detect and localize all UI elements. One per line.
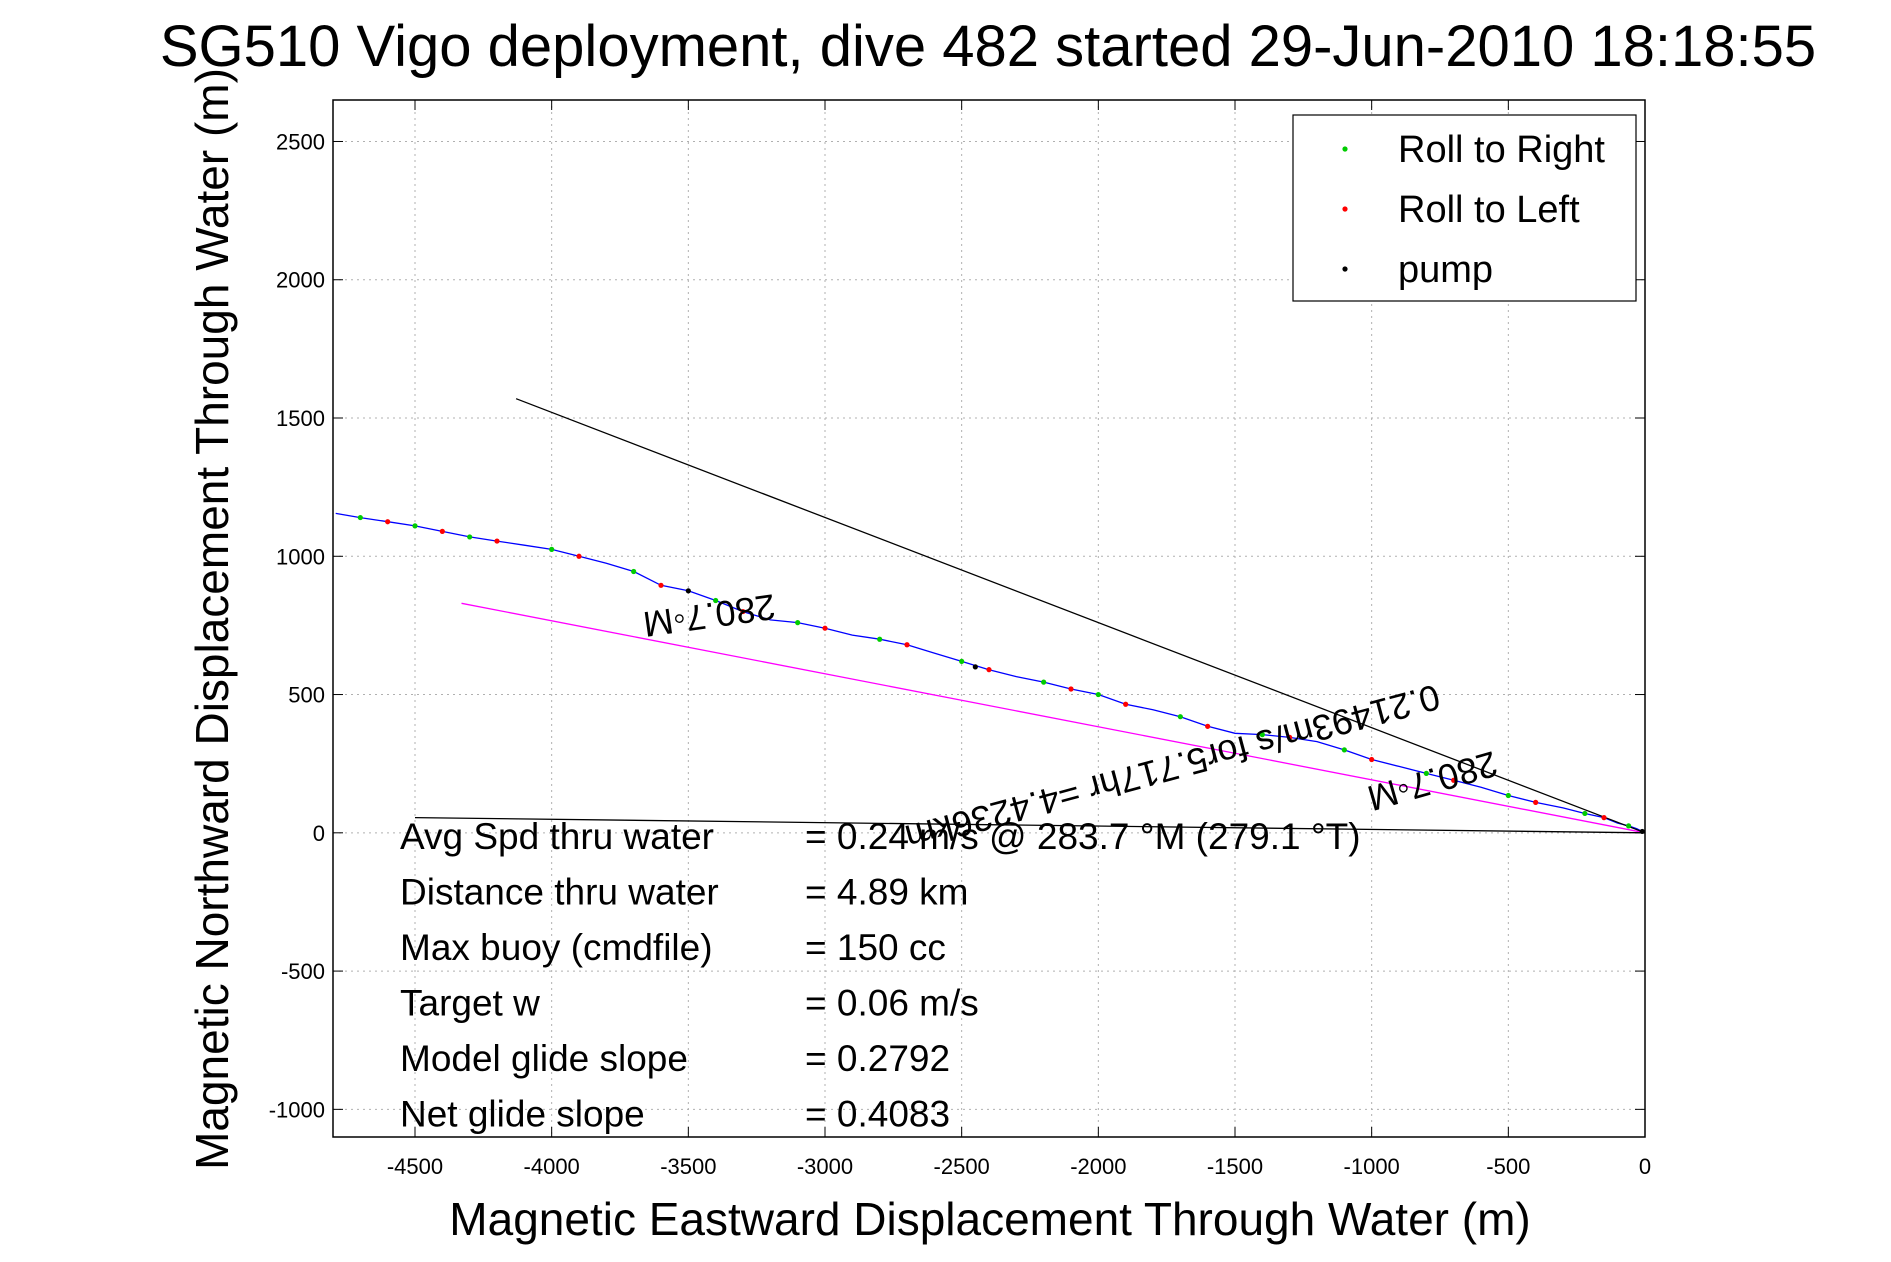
roll-right-marker (713, 597, 719, 604)
roll-left-marker (1601, 815, 1607, 821)
stat-value: = 4.89 km (805, 872, 969, 913)
x-tick-label: -2500 (934, 1154, 990, 1179)
legend-marker (1342, 206, 1348, 212)
roll-left-marker (439, 528, 445, 534)
legend-label: pump (1398, 249, 1493, 291)
markers-layer (357, 514, 1645, 835)
y-tick-label: 500 (288, 683, 325, 708)
roll-right-marker (412, 523, 418, 529)
y-axis-label: Magnetic Northward Displacement Through … (186, 68, 238, 1170)
stat-label: Model glide slope (400, 1038, 688, 1079)
y-tick-label: 0 (313, 821, 325, 846)
x-tick-label: -1000 (1344, 1154, 1400, 1179)
roll-right-marker (1095, 691, 1101, 698)
plot-frame (332, 99, 1646, 1138)
roll-left-marker (385, 519, 391, 525)
series-line-1 (461, 602, 1646, 834)
roll-left-marker (494, 538, 500, 544)
y-tick-labels: -1000 -500 0 500 1000 1500 2000 2500 (269, 129, 325, 1122)
legend-marker (1342, 146, 1348, 152)
roll-right-marker (1259, 732, 1265, 738)
roll-left-marker (1123, 701, 1129, 707)
roll-right-marker (795, 620, 801, 626)
roll-right-marker (1341, 747, 1347, 753)
stat-value: = 0.4083 (805, 1094, 950, 1135)
stat-label: Avg Spd thru water (400, 816, 714, 857)
stats-block: Avg Spd thru water = 0.24 m/s @ 283.7 °M … (400, 816, 1361, 1135)
roll-left-marker (658, 582, 664, 588)
series-line-0 (335, 512, 1646, 834)
roll-right-marker (1505, 792, 1511, 799)
x-axis-label: Magnetic Eastward Displacement Through W… (449, 1193, 1530, 1245)
roll-left-marker (1287, 734, 1293, 741)
x-tick-label: -500 (1486, 1154, 1530, 1179)
legend-box (1292, 114, 1637, 302)
roll-left-marker (822, 625, 828, 631)
roll-right-marker (631, 568, 637, 575)
x-tick-label: -1500 (1207, 1154, 1263, 1179)
y-tick-label: 1500 (276, 406, 325, 431)
legend-label: Roll to Right (1398, 129, 1605, 171)
roll-left-marker (986, 667, 992, 673)
roll-left-marker (576, 553, 582, 559)
y-tick-label: -500 (281, 959, 325, 984)
series-line-2 (515, 398, 1646, 834)
x-tick-label: 0 (1639, 1154, 1651, 1179)
roll-right-marker (467, 534, 473, 540)
stat-value: = 0.2792 (805, 1038, 950, 1079)
stat-label: Net glide slope (400, 1094, 645, 1135)
stat-label: Max buoy (cmdfile) (400, 927, 713, 968)
roll-left-marker (1533, 799, 1539, 805)
series-layer (335, 398, 1646, 834)
x-tick-label: -4500 (387, 1154, 443, 1179)
x-tick-label: -3000 (797, 1154, 853, 1179)
roll-right-marker (1582, 810, 1588, 817)
roll-right-marker (549, 546, 555, 552)
y-tick-label: 2000 (276, 268, 325, 293)
stat-value: = 150 cc (805, 927, 946, 968)
x-tick-label: -2000 (1070, 1154, 1126, 1179)
stat-label: Distance thru water (400, 872, 719, 913)
legend-items: Roll to Right Roll to Left pump (1342, 129, 1605, 291)
roll-right-marker (1177, 714, 1183, 720)
pump-marker (685, 588, 691, 594)
legend-label: Roll to Left (1398, 189, 1580, 231)
y-tick-label: 1000 (276, 544, 325, 569)
roll-right-marker (959, 658, 965, 664)
stat-label: Target w (400, 983, 540, 1024)
roll-left-marker (1068, 686, 1074, 692)
pump-marker (972, 664, 978, 670)
x-tick-label: -4000 (524, 1154, 580, 1179)
roll-left-marker (1205, 723, 1211, 729)
y-tick-label: 2500 (276, 129, 325, 154)
x-tick-label: -3500 (660, 1154, 716, 1179)
chart-title: SG510 Vigo deployment, dive 482 started … (160, 14, 1816, 79)
roll-right-marker (1423, 770, 1429, 776)
roll-left-marker (1451, 777, 1457, 783)
roll-right-marker (1626, 823, 1632, 829)
roll-left-marker (740, 608, 746, 615)
legend-marker (1342, 266, 1348, 272)
x-tick-labels: -4500 -4000 -3500 -3000 -2500 -2000 -1500 -1000… (387, 1154, 1651, 1179)
roll-right-marker (357, 514, 363, 521)
stat-value: = 0.24 m/s @ 283.7 °M (279.1 °T) (805, 816, 1361, 857)
roll-right-marker (1041, 679, 1047, 685)
roll-right-marker (877, 636, 883, 642)
stat-value: = 0.06 m/s (805, 983, 979, 1024)
y-tick-label: -1000 (269, 1097, 325, 1122)
series-line-3 (414, 816, 1646, 834)
legend: Roll to Right Roll to Left pump (1292, 114, 1637, 302)
roll-left-marker (904, 642, 910, 648)
axis-ticks (333, 100, 1646, 1137)
roll-left-marker (1369, 756, 1375, 763)
